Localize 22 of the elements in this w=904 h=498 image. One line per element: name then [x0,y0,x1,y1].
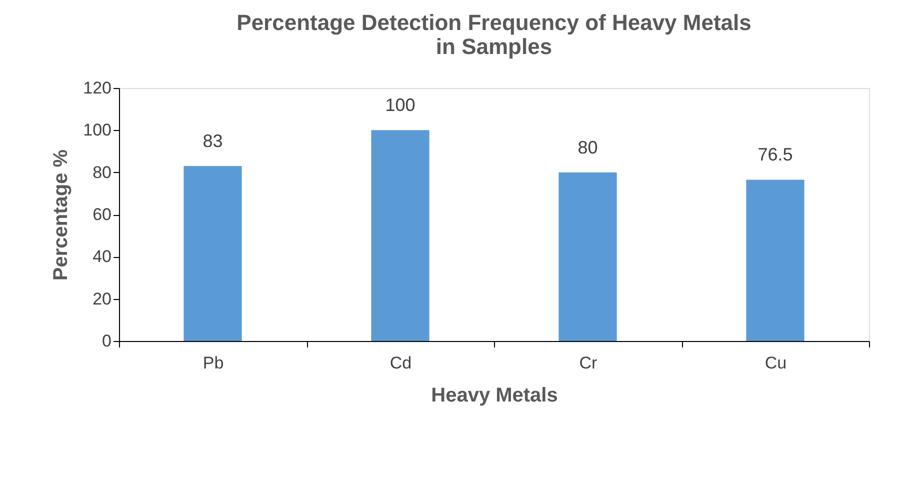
x-tick-label: Pb [202,354,224,372]
y-tick-label: 60 [92,205,112,224]
bar [558,172,617,341]
x-tick-label: Cd [390,354,412,372]
data-label: 83 [202,131,223,152]
data-label: 80 [578,137,598,158]
y-tick-label: 0 [102,332,112,350]
bar [184,166,242,341]
x-tick-label: Cu [764,354,787,372]
y-tick-label: 20 [92,289,112,308]
y-tick-label: 120 [83,78,112,98]
data-label: 100 [385,95,416,116]
y-tick-label: 40 [92,247,112,266]
y-axis-title: Percentage % [50,149,72,281]
data-label: 76.5 [758,144,793,165]
bar [371,130,430,341]
x-axis-title: Heavy Metals [431,384,558,406]
chart-title: Percentage Detection Frequency of Heavy Metals in Samples [236,10,752,59]
x-tick-label: Cr [579,354,598,372]
bar [746,180,804,341]
y-tick-label: 80 [92,162,112,182]
y-tick-label: 100 [83,120,112,140]
